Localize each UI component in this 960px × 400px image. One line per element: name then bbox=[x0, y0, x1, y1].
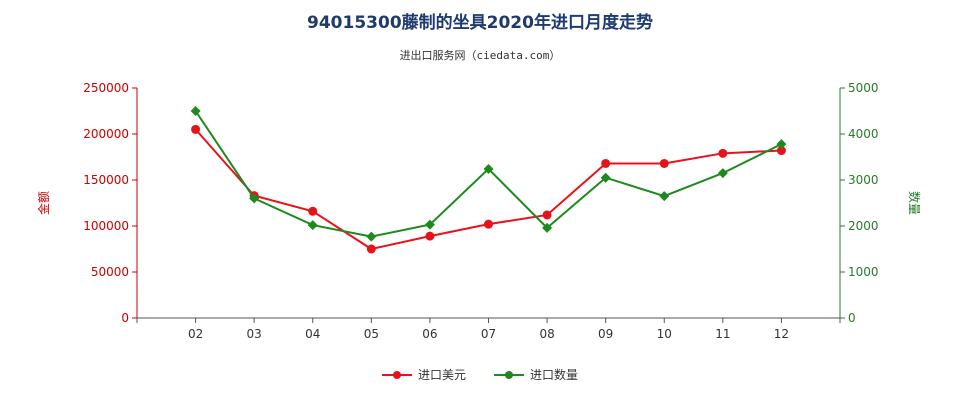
data-point-amount bbox=[718, 148, 728, 158]
data-point-amount bbox=[191, 124, 201, 134]
data-point-amount bbox=[484, 219, 493, 229]
x-tick-label: 07 bbox=[481, 327, 496, 341]
y-tick-label-left: 250000 bbox=[83, 81, 129, 95]
legend-item-quantity[interactable]: 进口数量 bbox=[494, 366, 578, 383]
y-tick-label-left: 100000 bbox=[83, 219, 129, 233]
y-axis-title-right: 数量 bbox=[907, 191, 922, 215]
x-tick-label: 06 bbox=[422, 327, 437, 341]
x-tick-label: 03 bbox=[247, 327, 262, 341]
data-point-quantity bbox=[776, 139, 787, 150]
data-point-quantity bbox=[717, 168, 728, 179]
x-tick-label: 08 bbox=[539, 327, 554, 341]
legend-label-amount: 进口美元 bbox=[417, 368, 466, 382]
x-tick-label: 11 bbox=[715, 327, 730, 341]
x-tick-label: 04 bbox=[305, 327, 320, 341]
series-line-amount bbox=[194, 128, 782, 251]
data-point-amount bbox=[542, 210, 552, 220]
y-tick-label-right: 3000 bbox=[848, 173, 879, 187]
y-tick-label-left: 150000 bbox=[83, 173, 129, 187]
x-tick-label: 10 bbox=[657, 327, 672, 341]
data-point-quantity bbox=[600, 172, 611, 183]
y-tick-label-left: 0 bbox=[121, 311, 129, 325]
chart-marks bbox=[190, 106, 787, 254]
data-point-quantity bbox=[249, 193, 260, 204]
data-point-amount bbox=[659, 158, 669, 168]
y-tick-label-right: 0 bbox=[848, 311, 856, 325]
x-tick-label: 05 bbox=[364, 327, 379, 341]
data-point-quantity bbox=[190, 106, 201, 116]
legend-swatch-quantity bbox=[494, 370, 524, 380]
data-point-quantity bbox=[366, 231, 377, 242]
x-tick-label: 09 bbox=[598, 327, 613, 341]
data-point-quantity bbox=[659, 191, 670, 202]
y-tick-label-left: 50000 bbox=[91, 265, 129, 279]
data-point-quantity bbox=[483, 163, 494, 174]
legend-item-amount[interactable]: 进口美元 bbox=[381, 366, 466, 383]
y-tick-label-left: 200000 bbox=[83, 127, 129, 141]
chart-axes: 0 50000 100000 150000 200000 250000 0 1000 2000 3… bbox=[36, 81, 922, 341]
x-tick-label: 02 bbox=[188, 327, 203, 341]
y-tick-label-right: 1000 bbox=[848, 265, 879, 279]
chart-title: 94015300藤制的坐具2020年进口月度走势 bbox=[307, 13, 653, 33]
chart-legend: 进口美元 进口数量 bbox=[0, 366, 960, 383]
legend-swatch-amount bbox=[381, 370, 412, 380]
data-point-quantity bbox=[307, 220, 318, 231]
data-point-amount bbox=[425, 231, 435, 241]
data-point-amount bbox=[601, 158, 611, 168]
x-tick-label: 12 bbox=[774, 327, 789, 341]
chart-subtitle: 进出口服务网（ciedata.com） bbox=[399, 49, 561, 62]
data-point-amount bbox=[776, 146, 786, 156]
data-point-amount bbox=[308, 206, 318, 216]
data-point-quantity bbox=[424, 219, 435, 230]
y-tick-label-right: 4000 bbox=[848, 127, 879, 141]
y-axis-title-left: 金额 bbox=[36, 191, 51, 215]
y-tick-label-right: 2000 bbox=[848, 219, 879, 233]
legend-label-quantity: 进口数量 bbox=[530, 368, 579, 382]
data-point-amount bbox=[366, 244, 376, 254]
data-point-quantity bbox=[542, 222, 553, 233]
y-tick-label-right: 5000 bbox=[848, 81, 879, 95]
